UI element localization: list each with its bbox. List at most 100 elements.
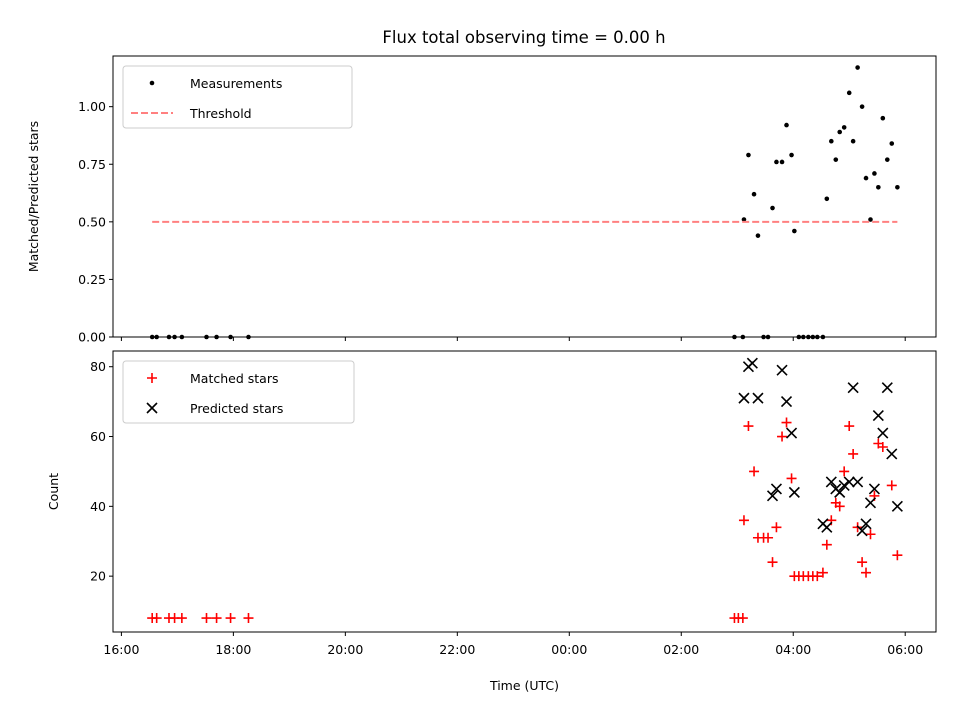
- measurement-point: [154, 334, 159, 340]
- matched-star-point: [211, 613, 222, 624]
- predicted-star-point: [821, 521, 833, 533]
- y-tick-label: 0.25: [78, 272, 106, 287]
- legend-label: Measurements: [190, 76, 282, 91]
- measurement-point: [179, 334, 185, 340]
- predicted-star-point: [788, 486, 800, 498]
- measurement-point: [751, 191, 757, 197]
- measurement-point: [872, 171, 877, 176]
- measurement-point: [796, 334, 802, 340]
- predicted-star-point: [825, 476, 837, 488]
- data-layer: [147, 357, 903, 624]
- matched-star-point: [176, 613, 187, 624]
- data-layer: [149, 65, 900, 340]
- predicted-star-point: [766, 490, 779, 502]
- predicted-star-point: [752, 392, 764, 404]
- predicted-star-point: [838, 479, 850, 491]
- predicted-star-point: [738, 392, 750, 404]
- legend-box: [122, 360, 355, 424]
- measurement-point: [876, 184, 881, 190]
- matched-star-point: [738, 515, 749, 526]
- legend-matched-marker: [147, 373, 157, 383]
- predicted-star-point: [860, 518, 872, 530]
- top-panel: 0.00 0.25 0.50 0.75 1.00 Matched/Predicted st…: [26, 55, 937, 345]
- predicted-star-point: [852, 476, 864, 488]
- x-tick-label: 06:00: [887, 642, 923, 657]
- matched-star-point: [243, 613, 254, 624]
- measurement-point: [855, 65, 860, 70]
- x-tick-label: 22:00: [439, 642, 475, 657]
- matched-star-point: [767, 557, 778, 568]
- measurement-point: [774, 159, 779, 165]
- predicted-star-point: [785, 427, 798, 439]
- measurement-point: [824, 196, 830, 202]
- matched-star-point: [743, 421, 754, 432]
- predicted-star-point: [834, 486, 846, 498]
- x-tick-label: 00:00: [551, 642, 587, 657]
- measurement-point: [779, 159, 785, 165]
- measurement-point: [833, 157, 839, 162]
- legend-label: Predicted stars: [190, 401, 283, 416]
- predicted-star-point: [886, 448, 898, 460]
- y-tick-label: 0.00: [78, 330, 106, 345]
- measurement-point: [880, 115, 886, 121]
- axes-frame: [112, 350, 937, 633]
- y-axis-label: Matched/Predicted stars: [26, 121, 41, 272]
- measurement-point: [204, 334, 209, 340]
- measurement-point: [846, 90, 852, 96]
- y-tick-label: 0.50: [78, 214, 106, 229]
- legend: Measurements Threshold: [122, 65, 353, 129]
- chart-title: Flux total observing time = 0.00 h: [382, 28, 665, 47]
- measurement-point: [761, 334, 766, 340]
- y-tick-label: 60: [90, 429, 106, 444]
- measurement-point: [765, 334, 771, 340]
- matched-star-point: [749, 466, 760, 477]
- measurement-point: [884, 157, 890, 162]
- measurement-point: [214, 334, 219, 340]
- predicted-star-point: [881, 382, 893, 394]
- x-tick-label: 16:00: [103, 642, 139, 657]
- matched-star-point: [151, 613, 162, 624]
- measurement-point: [741, 217, 747, 222]
- matched-star-point: [786, 473, 797, 484]
- y-tick-label: 1.00: [78, 99, 106, 114]
- matched-star-point: [817, 567, 828, 578]
- legend: Matched stars Predicted stars: [122, 360, 355, 424]
- x-tick-label: 02:00: [663, 642, 699, 657]
- matched-star-point: [861, 567, 872, 578]
- matched-star-point: [877, 441, 888, 452]
- y-tick-label: 20: [90, 569, 106, 584]
- measurement-point: [784, 122, 789, 128]
- matched-star-point: [834, 501, 845, 512]
- matched-star-point: [844, 421, 855, 432]
- measurement-point: [841, 125, 847, 130]
- matched-star-point: [848, 448, 859, 459]
- predicted-star-point: [776, 364, 788, 376]
- matched-star-point: [821, 539, 832, 550]
- measurement-point: [868, 217, 873, 222]
- matched-star-point: [771, 522, 782, 533]
- measurement-point: [740, 334, 746, 340]
- x-tick-label: 04:00: [775, 642, 811, 657]
- y-tick-label: 0.75: [78, 157, 106, 172]
- predicted-star-point: [780, 396, 793, 408]
- predicted-star-point: [746, 357, 758, 369]
- measurement-point: [770, 205, 775, 211]
- measurement-point: [166, 334, 172, 340]
- measurement-point: [815, 334, 820, 340]
- measurement-point: [820, 334, 826, 340]
- predicted-star-point: [843, 476, 855, 488]
- matched-star-point: [857, 557, 868, 568]
- measurement-point: [792, 228, 797, 234]
- x-tick-label: 18:00: [215, 642, 251, 657]
- measurement-point: [863, 175, 869, 181]
- measurement-point: [837, 129, 843, 135]
- predicted-star-point: [770, 483, 783, 495]
- matched-star-point: [737, 613, 748, 624]
- predicted-star-point: [877, 427, 889, 439]
- predicted-star-point: [856, 525, 868, 537]
- measurement-point: [149, 334, 155, 340]
- x-axis-label: Time (UTC): [489, 678, 559, 693]
- matched-star-point: [201, 613, 212, 624]
